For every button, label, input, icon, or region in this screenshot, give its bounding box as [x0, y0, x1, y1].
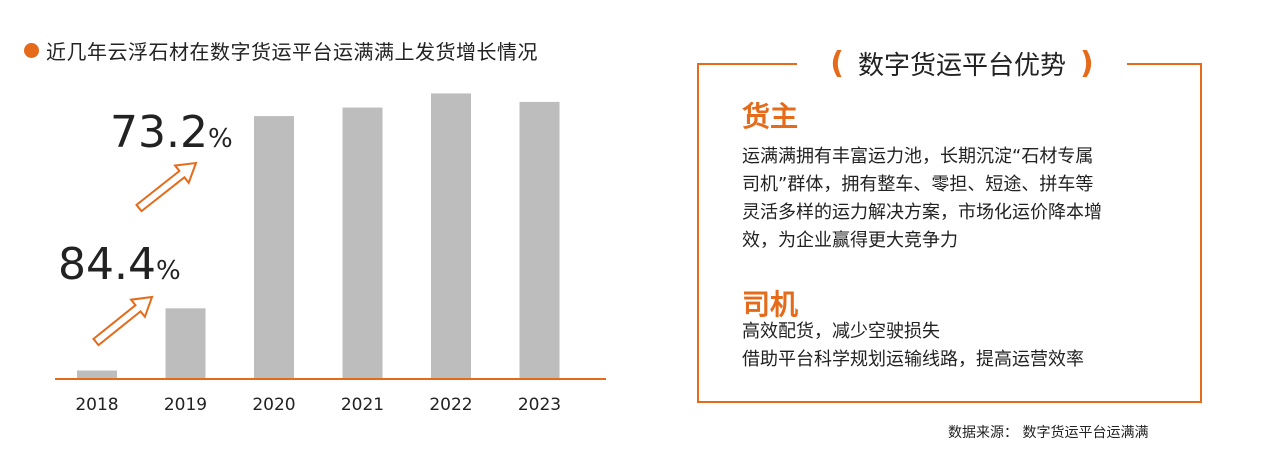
growth-value: 73.2 [110, 107, 208, 158]
bullet-dot-icon [24, 43, 39, 58]
growth-unit: % [155, 256, 181, 286]
section-line: 司机”群体，拥有整车、零担、短途、拼车等 [742, 174, 1094, 195]
growth-label-2020: 73.2% [110, 111, 233, 155]
section-heading-shipper: 货主 [742, 100, 799, 133]
bar-2023 [519, 101, 560, 379]
section-body-driver: 高效配货，减少空驶损失 借助平台科学规划运输线路，提高运营效率 [742, 318, 1084, 374]
chart-title: 近几年云浮石材在数字货运平台运满满上发货增长情况 [46, 40, 538, 64]
bar-2021 [342, 107, 383, 379]
section-line: 借助平台科学规划运输线路，提高运营效率 [742, 349, 1084, 370]
bar-2022 [431, 93, 471, 379]
panel-header: ( 数字货运平台优势 ) [797, 44, 1127, 82]
x-tick-label: 2019 [164, 395, 207, 415]
bar-2019 [165, 308, 206, 379]
bar-2020 [254, 116, 294, 380]
growth-arrow-icon [135, 161, 198, 213]
growth-value: 84.4 [58, 239, 156, 290]
section-line: 效，为企业赢得更大竞争力 [742, 230, 958, 251]
bar-2018 [77, 370, 117, 379]
x-tick-label: 2018 [75, 395, 118, 415]
growth-unit: % [207, 124, 233, 154]
x-tick-label: 2022 [429, 395, 472, 415]
chart-title-row: 近几年云浮石材在数字货运平台运满满上发货增长情况 [24, 36, 538, 65]
bar-chart: 2018 2019 2020 2021 2022 2023 [55, 93, 606, 415]
panel-title: 数字货运平台优势 [857, 50, 1066, 81]
data-source: 数据来源： 数字货运平台运满满 [948, 425, 1149, 441]
open-paren: ( [830, 45, 844, 81]
x-tick-label: 2023 [518, 395, 561, 415]
growth-arrow-icon [92, 295, 154, 347]
section-body-shipper: 运满满拥有丰富运力池，长期沉淀“石材专属 司机”群体，拥有整车、零担、短途、拼车… [742, 143, 1102, 255]
close-paren: ) [1080, 45, 1094, 81]
x-tick-label: 2020 [252, 395, 295, 415]
section-line: 灵活多样的运力解决方案，市场化运价降本增 [742, 202, 1102, 223]
section-heading-driver: 司机 [742, 288, 799, 321]
x-tick-label: 2021 [341, 395, 384, 415]
section-line: 高效配货，减少空驶损失 [742, 321, 940, 342]
growth-label-2019: 84.4% [58, 243, 181, 287]
section-line: 运满满拥有丰富运力池，长期沉淀“石材专属 [742, 146, 1094, 167]
